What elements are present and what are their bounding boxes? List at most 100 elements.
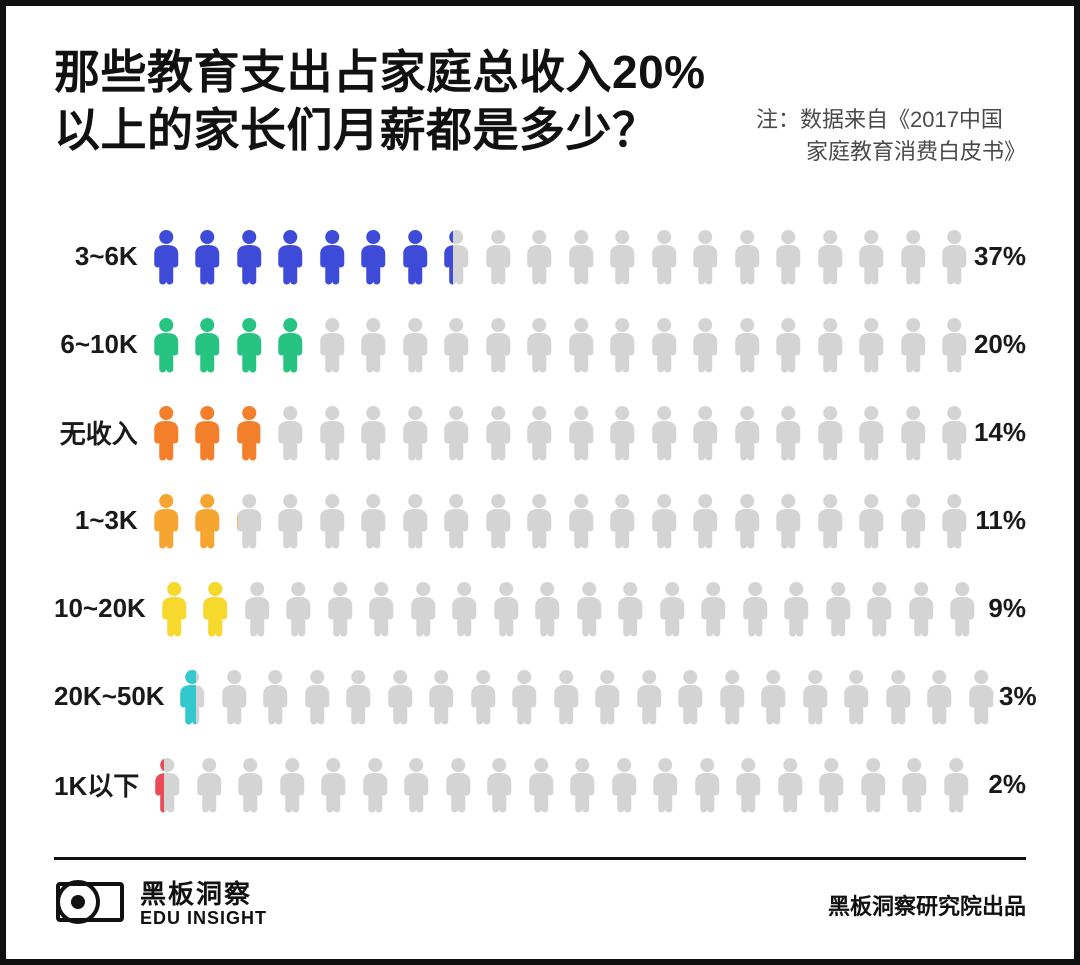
person-icon (589, 669, 626, 725)
person-icon (770, 229, 807, 285)
person-icon (895, 229, 932, 285)
person-icon (880, 669, 917, 725)
person-icon (340, 669, 377, 725)
person-icon (480, 493, 517, 549)
person-icon (687, 229, 724, 285)
header: 那些教育支出占家庭总收入20%以上的家长们月薪都是多少？ 注：数据来自《2017… (54, 44, 1026, 168)
person-icon (481, 757, 518, 813)
person-icon (231, 405, 268, 461)
chart-title: 那些教育支出占家庭总收入20%以上的家长们月薪都是多少？ (54, 44, 732, 159)
person-icon (506, 669, 543, 725)
person-icon (314, 317, 351, 373)
person-icon (423, 669, 460, 725)
person-icon (646, 229, 683, 285)
row-percent: 2% (974, 769, 1026, 800)
person-icon (174, 669, 211, 725)
person-icon (770, 405, 807, 461)
person-icon (647, 757, 684, 813)
person-icon (812, 405, 849, 461)
person-icon (563, 405, 600, 461)
person-icon (936, 317, 973, 373)
person-icon (729, 493, 766, 549)
person-icon (729, 405, 766, 461)
person-icon (654, 581, 691, 637)
person-icon (563, 493, 600, 549)
person-icon (689, 757, 726, 813)
person-icon (936, 229, 973, 285)
person-icon (149, 757, 186, 813)
person-icon (521, 493, 558, 549)
person-icon (397, 493, 434, 549)
person-icon (729, 317, 766, 373)
person-icon (687, 405, 724, 461)
person-icon (189, 493, 226, 549)
note-line-1: 注：数据来自《2017中国 (756, 107, 1003, 132)
person-icon (714, 669, 751, 725)
person-icon (189, 405, 226, 461)
person-icon (299, 669, 336, 725)
person-icon (770, 317, 807, 373)
person-icon (963, 669, 1000, 725)
person-icon (812, 229, 849, 285)
person-icon (274, 757, 311, 813)
brand-name-en: EDU INSIGHT (140, 909, 267, 928)
person-icon (944, 581, 981, 637)
person-icon (646, 317, 683, 373)
person-icon (797, 669, 834, 725)
person-icon (838, 669, 875, 725)
pictogram-row: 10~20K (54, 580, 1026, 638)
person-icon (646, 405, 683, 461)
person-icon (382, 669, 419, 725)
person-icon (191, 757, 228, 813)
person-icon (355, 493, 392, 549)
row-label: 20K~50K (54, 681, 174, 712)
person-icon (571, 581, 608, 637)
person-icon (355, 405, 392, 461)
person-icon (363, 581, 400, 637)
person-icon (480, 317, 517, 373)
person-icon (521, 317, 558, 373)
row-icons (148, 229, 973, 285)
person-icon (523, 757, 560, 813)
person-icon (778, 581, 815, 637)
person-icon (148, 317, 185, 373)
row-icons (174, 669, 999, 725)
person-icon (563, 317, 600, 373)
pictogram-row: 3~6K (54, 228, 1026, 286)
row-icons (156, 581, 981, 637)
row-icons (148, 405, 973, 461)
person-icon (687, 493, 724, 549)
person-icon (280, 581, 317, 637)
person-icon (730, 757, 767, 813)
person-icon (231, 493, 268, 549)
pictogram-chart: 3~6K (54, 208, 1026, 835)
person-icon (189, 229, 226, 285)
person-icon (921, 669, 958, 725)
person-icon (398, 757, 435, 813)
person-icon (529, 581, 566, 637)
row-percent: 20% (973, 329, 1026, 360)
person-icon (148, 405, 185, 461)
person-icon (812, 317, 849, 373)
person-icon (446, 581, 483, 637)
person-icon (397, 317, 434, 373)
person-icon (272, 317, 309, 373)
row-label: 10~20K (54, 593, 156, 624)
person-icon (820, 581, 857, 637)
person-icon (604, 493, 641, 549)
pictogram-row: 1~3K (54, 492, 1026, 550)
person-icon (936, 493, 973, 549)
brand: 黑板洞察 EDU INSIGHT (54, 878, 267, 931)
row-label: 无收入 (54, 414, 148, 451)
row-percent: 9% (981, 593, 1026, 624)
pictogram-row: 6~10K (54, 316, 1026, 374)
person-icon (355, 229, 392, 285)
person-icon (563, 229, 600, 285)
person-icon (853, 229, 890, 285)
person-icon (397, 229, 434, 285)
person-icon (853, 317, 890, 373)
person-icon (232, 757, 269, 813)
person-icon (397, 405, 434, 461)
pictogram-row: 20K~50K (54, 668, 1026, 726)
person-icon (813, 757, 850, 813)
